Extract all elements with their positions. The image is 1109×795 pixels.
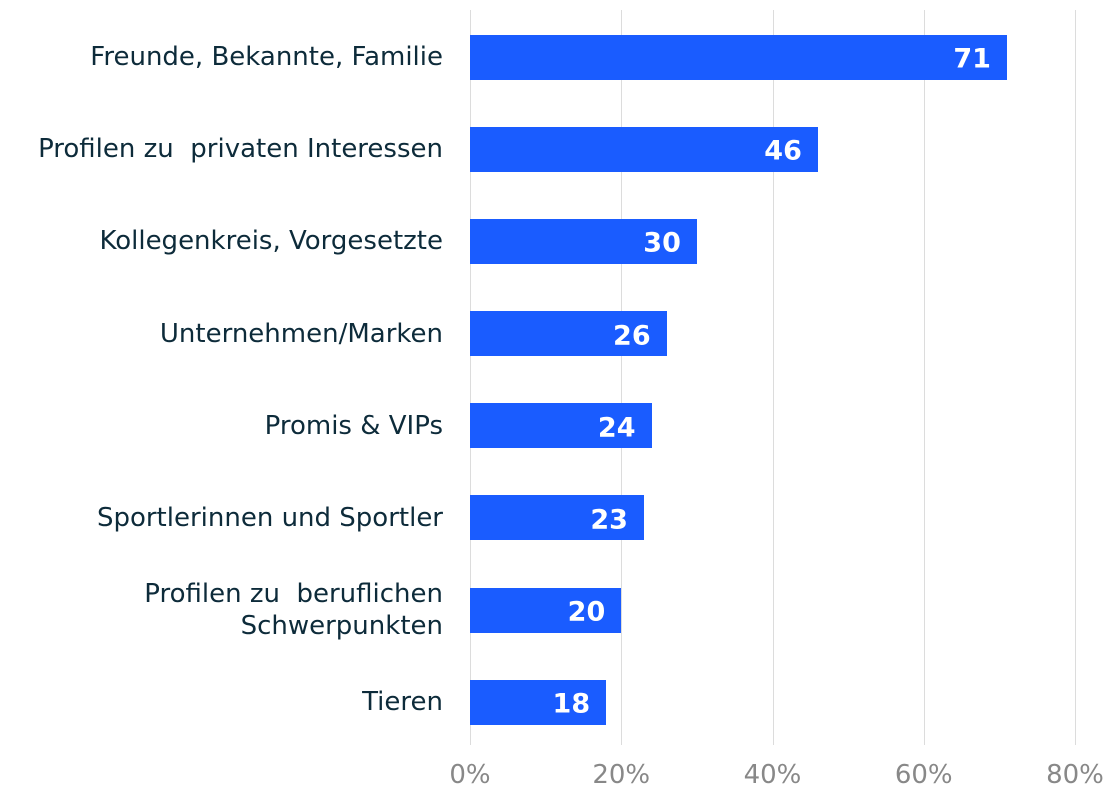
value-label: 18	[552, 688, 591, 720]
bar	[470, 587, 622, 633]
value-label: 71	[953, 43, 991, 75]
value-label: 20	[567, 596, 606, 628]
x-tick-label: 80%	[1046, 760, 1104, 790]
category-label: Sportlerinnen und Sportler	[96, 502, 443, 533]
bar	[470, 679, 607, 725]
category-label: Unternehmen/Marken	[159, 318, 443, 349]
grid-line	[923, 10, 925, 745]
category-label: Tieren	[362, 687, 443, 718]
x-tick-label: 20%	[592, 760, 651, 790]
value-label: 46	[764, 135, 802, 167]
grid-line	[1075, 10, 1076, 745]
bar	[470, 403, 652, 449]
bar	[470, 34, 1007, 80]
value-label: 30	[643, 227, 681, 259]
grid-line	[621, 10, 623, 745]
category-label: Profilen zu beruflichen Schwerpunkten	[144, 579, 443, 642]
category-label: Kollegenkreis, Vorgesetzte	[99, 226, 443, 257]
bar	[470, 495, 644, 541]
category-label: Freunde, Bekannte, Familie	[90, 42, 443, 72]
value-label: 23	[590, 504, 628, 536]
value-label: 24	[597, 412, 636, 444]
bar	[470, 126, 818, 172]
bar	[470, 311, 667, 357]
x-tick-label: 40%	[743, 760, 802, 790]
value-label: 26	[613, 320, 651, 352]
grid-line	[772, 10, 774, 745]
grid-line	[470, 10, 471, 745]
category-label: Profilen zu privaten Interessen	[38, 134, 443, 165]
x-tick-label: 60%	[894, 760, 953, 790]
x-tick-label: 0%	[449, 760, 491, 790]
category-label: Promis & VIPs	[264, 410, 443, 441]
bar	[470, 218, 697, 264]
